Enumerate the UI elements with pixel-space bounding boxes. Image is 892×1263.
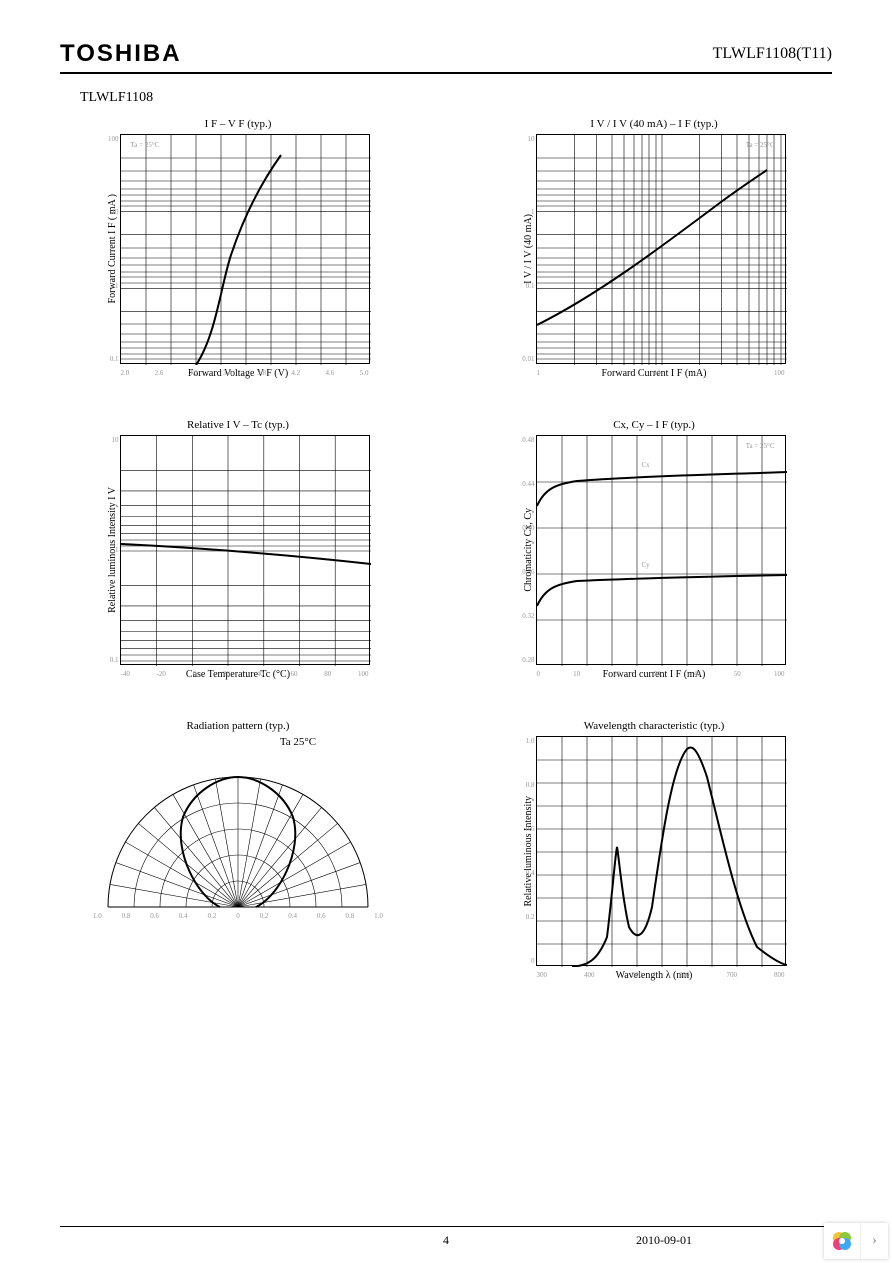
chart-svg [537,737,787,967]
footer-date: 2010-09-01 [636,1233,692,1248]
toshiba-logo: TOSHIBA [60,40,182,68]
x-ticks: 2.02.63.03.43.84.24.65.0 [121,369,369,377]
chart-svg [537,135,787,365]
chart-iv-if: I V / I V (40 mA) – I F (typ.) I V / I V… [523,118,786,379]
x-ticks: -40-20020406080100 [121,670,369,678]
x-ticks: 110100 [537,369,785,377]
chart-wavelength: Wavelength characteristic (typ.) Relativ… [523,720,786,981]
chart-title: Relative I V – Tc (typ.) [187,419,289,431]
grid-lines [121,436,371,666]
grid-lines [121,135,371,365]
chart-plot: Ta = 25°C 110100 1010.10.01 [536,134,786,364]
corner-widget[interactable]: › [824,1223,888,1259]
inset-label: Ta = 25°C [746,442,775,450]
cy-label: Cy [642,561,650,569]
inset-label: Ta = 25°C [131,141,160,149]
y-ticks: 0.480.440.400.360.320.28 [517,436,535,664]
chart-title: Cx, Cy – I F (typ.) [613,419,695,431]
page-subtitle: TLWLF1108 [80,90,832,106]
page-footer: 4 2010-09-01 [60,1226,832,1233]
chart-svg [121,135,371,365]
chart-plot: 1.00.80.60.40.200.20.40.60.81.0 [93,752,383,922]
grid-lines [537,135,787,365]
flower-icon [824,1223,860,1259]
cx-label: Cx [642,461,650,469]
chart-title: I F – V F (typ.) [205,118,272,130]
page-header: TOSHIBA TLWLF1108(T11) [60,40,832,74]
curve [537,170,767,325]
y-ticks: 1010.1 [101,436,119,664]
chart-cx-cy-if: Cx, Cy – I F (typ.) Chromaticity Cx, Cy … [523,419,786,680]
grid-lines [537,436,787,666]
page-number: 4 [443,1233,449,1248]
x-ticks: 300400500600700800 [537,971,785,979]
chart-plot: -40-20020406080100 1010.1 [120,435,370,665]
curve [121,544,371,564]
chart-plot: 300400500600700800 1.00.80.60.40.20 [536,736,786,966]
chart-title: Wavelength characteristic (typ.) [584,720,725,732]
chart-svg [121,436,371,666]
chart-plot: Ta = 25°C 2.02.63.03.43.84.24.65.0 10010… [120,134,370,364]
inset-label: Ta = 25°C [746,141,775,149]
y-ticks: 1001010.1 [101,135,119,363]
chart-plot: Ta = 25°C Cx Cy 01020304050100 0.480.440… [536,435,786,665]
chart-title: Radiation pattern (typ.) [187,720,290,732]
chart-grid: I F – V F (typ.) Forward Current I F ( m… [60,118,832,981]
chart-radiation-pattern: Radiation pattern (typ.) Ta 25°C [93,720,383,981]
part-number: TLWLF1108(T11) [713,45,832,63]
y-ticks: 1.00.80.60.40.20 [517,737,535,965]
y-ticks: 1010.10.01 [517,135,535,363]
curve [572,747,787,967]
chart-subtitle: Ta 25°C [280,736,316,748]
chevron-right-icon[interactable]: › [860,1223,888,1259]
chart-iv-tc: Relative I V – Tc (typ.) Relative lumino… [107,419,370,680]
chart-if-vf: I F – V F (typ.) Forward Current I F ( m… [107,118,370,379]
r-ticks: 1.00.80.60.40.200.20.40.60.81.0 [93,912,383,920]
chart-svg [537,436,787,666]
polar-svg [93,752,383,922]
curve [196,155,281,365]
chart-title: I V / I V (40 mA) – I F (typ.) [590,118,717,130]
polar-grid [108,777,368,907]
x-ticks: 01020304050100 [537,670,785,678]
